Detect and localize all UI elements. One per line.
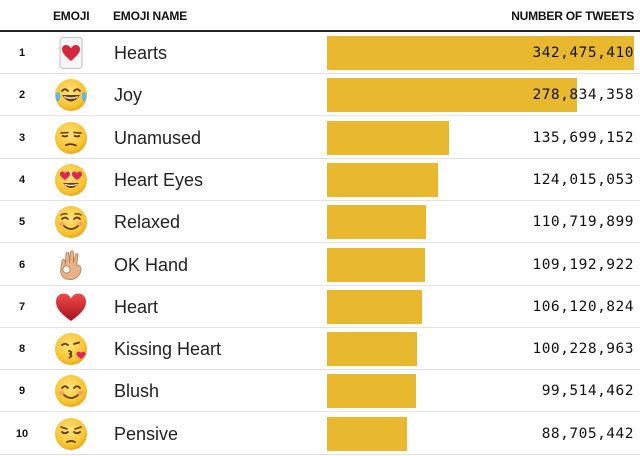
rank-label: 2 xyxy=(18,89,26,102)
table-header: EMOJI EMOJI NAME NUMBER OF TWEETS xyxy=(0,0,640,32)
emoji-name-label: Relaxed xyxy=(114,212,181,233)
emoji-name-label: Hearts xyxy=(114,43,168,63)
unamused-face-icon xyxy=(54,121,88,155)
tweet-count-label: 99,514,462 xyxy=(541,383,634,400)
tweet-count-label: 278,834,358 xyxy=(532,87,634,104)
bar-ok-hand xyxy=(327,247,425,282)
emoji-name-label: Kissing Heart xyxy=(114,339,222,360)
tweet-count-label: 106,120,824 xyxy=(532,298,634,315)
bar-unamused xyxy=(327,120,449,155)
bar-blush xyxy=(327,374,417,409)
rank-label: 3 xyxy=(18,131,26,144)
table-row: 9 Blush 99,514,462 xyxy=(0,370,640,413)
relaxed-face-icon xyxy=(54,205,88,239)
table-row: 1 Hearts 342,475,410 xyxy=(0,32,640,74)
pensive-face-icon xyxy=(54,417,88,451)
emoji-name-label: OK Hand xyxy=(114,254,189,275)
emoji-name-label: Pensive xyxy=(114,423,179,444)
bar-pensive xyxy=(327,416,407,451)
tweet-count-label: 100,228,963 xyxy=(532,341,634,358)
bar-hearts xyxy=(327,36,634,70)
table-row: 7 Heart 106,120,824 xyxy=(0,286,640,328)
bar-kissing-heart xyxy=(327,332,417,367)
tweet-count-label: 342,475,410 xyxy=(532,45,634,61)
emoji-name-label: Unamused xyxy=(114,127,202,148)
bar-heart-eyes xyxy=(327,162,439,197)
joy-face-icon xyxy=(54,78,88,112)
ok-hand-icon xyxy=(54,248,88,282)
bar-heart xyxy=(327,289,423,324)
bar-joy xyxy=(327,78,577,113)
table-row: 6 OK Hand 109,192,922 xyxy=(0,244,640,286)
rank-label: 7 xyxy=(18,300,26,313)
emoji-name-label: Heart xyxy=(114,296,159,317)
table-row: 2 Joy 278,834,358 xyxy=(0,74,640,117)
rank-label: 6 xyxy=(18,258,26,271)
rank-label: 10 xyxy=(15,427,29,440)
rank-label: 9 xyxy=(18,385,26,398)
blush-face-icon xyxy=(54,374,88,408)
emoji-name-label: Heart Eyes xyxy=(114,169,204,190)
table-row: 10 Pensive 88,705,442 xyxy=(0,413,640,455)
rank-label: 8 xyxy=(18,343,26,356)
red-heart-icon xyxy=(54,290,88,324)
hearts-card-icon xyxy=(54,36,88,70)
rank-label: 1 xyxy=(18,47,26,59)
rank-label: 5 xyxy=(18,216,26,229)
table-row: 3 Unamused 135,699,152 xyxy=(0,117,640,159)
kissing-heart-face-icon xyxy=(54,332,88,366)
tweet-count-label: 110,719,899 xyxy=(532,214,634,231)
table-row: 8 Kissing Heart 100,228,963 xyxy=(0,328,640,371)
column-header-number-of-tweets: NUMBER OF TWEETS xyxy=(511,9,634,23)
column-header-emoji-name: EMOJI NAME xyxy=(113,9,188,23)
bar-relaxed xyxy=(327,205,427,240)
emoji-name-label: Joy xyxy=(114,85,143,106)
tweet-count-label: 109,192,922 xyxy=(532,256,634,273)
tweet-count-label: 124,015,053 xyxy=(532,171,634,188)
tweet-count-label: 135,699,152 xyxy=(532,129,634,146)
table-row: 5 Relaxed 110,719,899 xyxy=(0,201,640,244)
rank-label: 4 xyxy=(18,173,26,186)
column-header-emoji: EMOJI xyxy=(53,9,90,23)
tweet-count-label: 88,705,442 xyxy=(541,425,634,442)
heart-eyes-face-icon xyxy=(54,163,88,197)
table-row: 4 Heart Eyes 124,015,053 xyxy=(0,159,640,201)
emoji-name-label: Blush xyxy=(114,381,160,402)
